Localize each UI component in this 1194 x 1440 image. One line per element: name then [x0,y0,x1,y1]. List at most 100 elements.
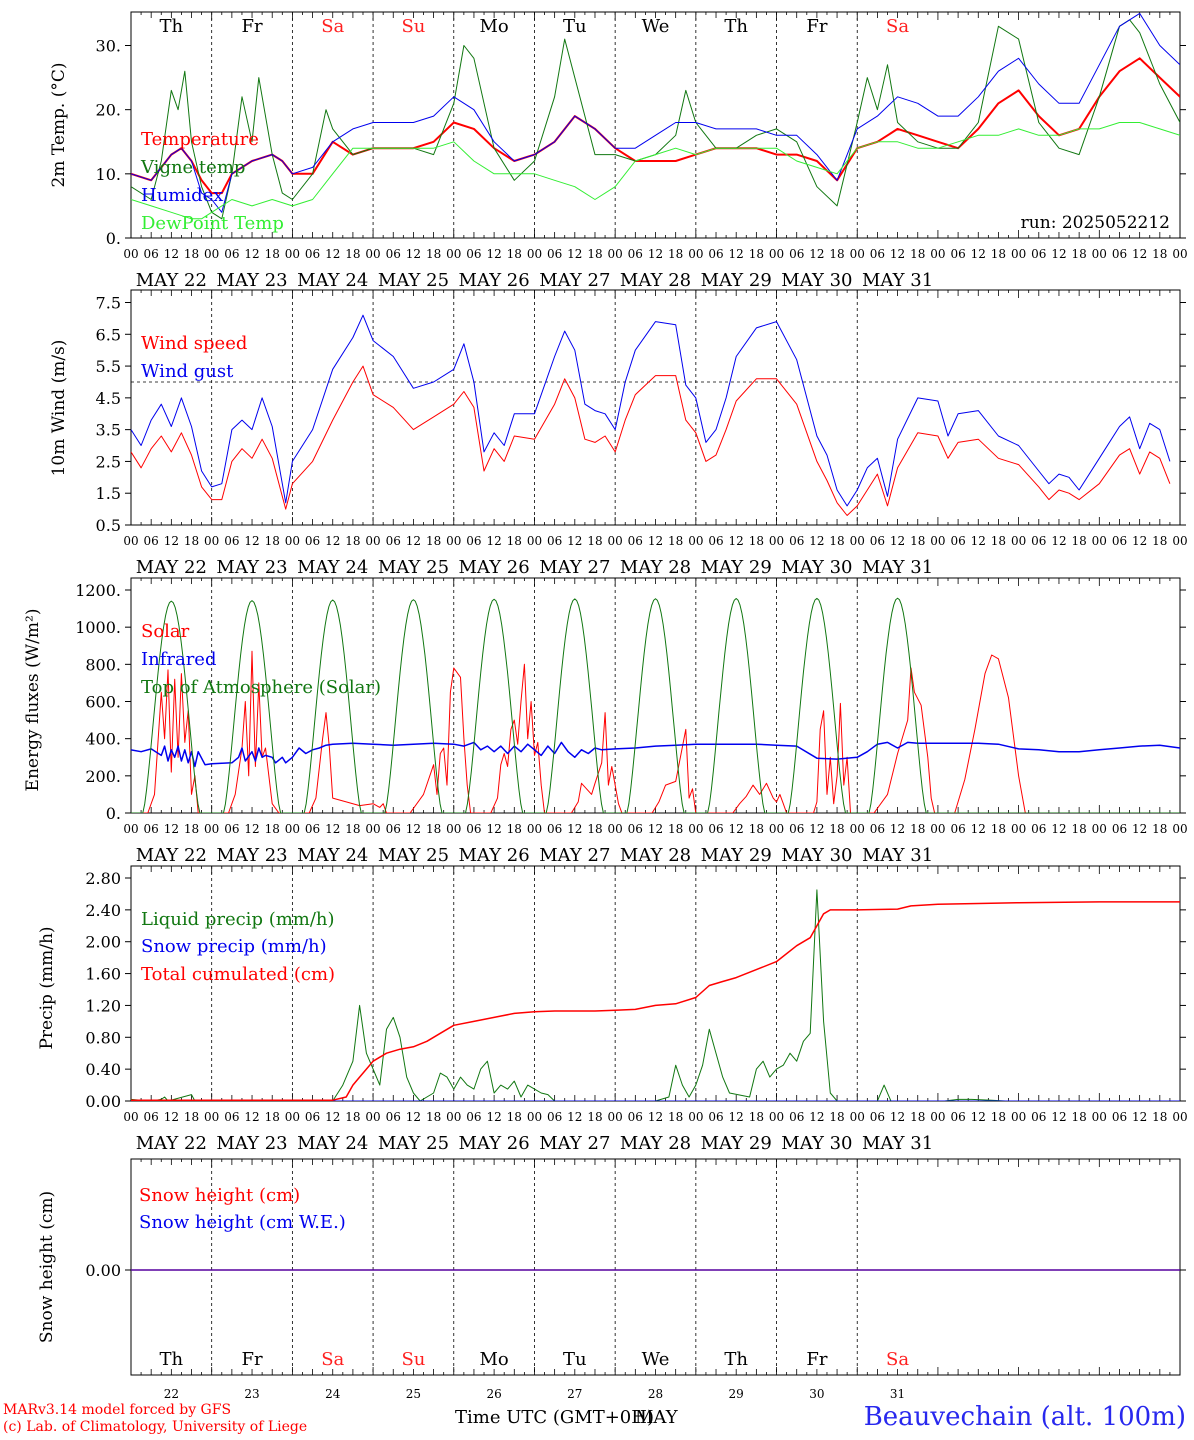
time-axis-overlay: MAY [635,1407,678,1428]
hour-label: 18 [345,822,360,836]
hour-label: 06 [628,534,643,548]
date-label: MAY 26 [459,557,530,578]
hour-label: 18 [184,822,199,836]
y-tick-label: 20. [96,101,121,120]
hour-label: 06 [628,1110,643,1124]
hour-label: 18 [1152,822,1167,836]
hour-label: 12 [729,247,744,261]
series-group [131,12,1180,220]
hour-label: 12 [890,534,905,548]
weekday-label-top: Fr [806,16,827,37]
hour-label: 06 [1031,1110,1046,1124]
day-number-label: 29 [729,1387,744,1401]
hour-label: 18 [1071,534,1086,548]
series-line-solar [131,650,1026,813]
hour-label: 06 [950,1110,965,1124]
y-tick-label: 4.5 [96,389,121,408]
hour-label: 06 [789,1110,804,1124]
weekday-label-bottom: Fr [241,1349,262,1370]
legend-entry: Liquid precip (mm/h) [141,909,335,930]
hour-label: 12 [325,822,340,836]
hour-label: 18 [910,247,925,261]
y-tick-label: 0. [106,804,121,823]
hour-label: 06 [1112,822,1127,836]
date-label: MAY 30 [781,557,852,578]
hour-label: 00 [285,247,300,261]
date-label: MAY 31 [862,1133,933,1154]
hour-label: 00 [204,1110,219,1124]
y-tick-label: 0.00 [85,1092,121,1111]
day-number-label: 31 [890,1387,905,1401]
hour-label: 18 [265,247,280,261]
weekday-label-bottom: Mo [479,1349,508,1370]
y-tick-label: 6.5 [96,325,121,344]
hour-label: 12 [486,1110,501,1124]
y-axis-label: 2m Temp. (°C) [49,62,69,187]
hour-label: 00 [608,247,623,261]
hour-label: 12 [971,822,986,836]
hour-label: 12 [486,822,501,836]
hour-label: 12 [971,247,986,261]
hour-label: 12 [809,1110,824,1124]
day-number-label: 28 [648,1387,663,1401]
hour-label: 18 [910,534,925,548]
hour-label: 18 [1152,247,1167,261]
legend-entry: Humidex [141,185,223,206]
series-line-wind-speed [131,365,1171,516]
hour-label: 12 [1132,247,1147,261]
hour-label: 18 [426,1110,441,1124]
hour-label: 06 [789,247,804,261]
hour-label: 18 [507,1110,522,1124]
hour-label: 18 [668,534,683,548]
legend-entry: Top of Atmosphere (Solar) [141,677,381,698]
hour-label: 06 [789,534,804,548]
hour-label: 00 [1092,822,1107,836]
y-tick-label: 0. [106,229,121,248]
hour-label: 00 [285,822,300,836]
y-tick-label: 1.20 [85,996,121,1015]
y-tick-label: 0.80 [85,1028,121,1047]
hour-label: 00 [930,534,945,548]
hour-label: 12 [648,822,663,836]
hour-label: 00 [1011,247,1026,261]
series-line-dewpoint-temp [131,122,1180,220]
hour-label: 18 [1071,822,1086,836]
hour-label: 18 [265,1110,280,1124]
hour-label: 06 [466,247,481,261]
legend-entry: Wind gust [141,361,234,382]
y-axis-label: Precip (mm/h) [37,926,57,1049]
hour-label: 00 [365,247,380,261]
hour-label: 00 [688,822,703,836]
y-tick-label: 3.5 [96,421,121,440]
hour-label: 00 [1011,1110,1026,1124]
hour-label: 18 [345,247,360,261]
hour-label: 18 [184,534,199,548]
time-axis-title: Time UTC (GMT+0H) MAY [455,1407,678,1428]
hour-label: 12 [567,534,582,548]
hour-label: 18 [1152,1110,1167,1124]
y-tick-label: 2.5 [96,452,121,471]
hour-label: 12 [1132,1110,1147,1124]
hour-label: 06 [950,822,965,836]
hour-label: 00 [1172,534,1187,548]
panel-5: 0.00 Snow height (cm) Snow height (cm) Snow… [37,1158,1186,1376]
y-tick-label: 0.5 [96,516,121,535]
hour-label: 12 [648,1110,663,1124]
date-label: MAY 30 [781,845,852,866]
date-label: MAY 29 [701,557,772,578]
y-axis-label: Energy fluxes (W/m²) [23,609,43,792]
hour-label: 18 [507,247,522,261]
weekday-label-bottom: Sa [321,1349,344,1370]
hour-label: 12 [244,534,259,548]
hour-label: 06 [708,247,723,261]
hour-label: 12 [567,1110,582,1124]
hour-label: 06 [1031,822,1046,836]
hour-label: 12 [1132,822,1147,836]
hour-label: 00 [365,822,380,836]
weekday-label-top: Mo [479,16,508,37]
hour-label: 00 [930,1110,945,1124]
date-label: MAY 23 [216,845,287,866]
hour-label: 18 [910,1110,925,1124]
y-tick-label: 10. [96,165,121,184]
hour-label: 18 [829,534,844,548]
